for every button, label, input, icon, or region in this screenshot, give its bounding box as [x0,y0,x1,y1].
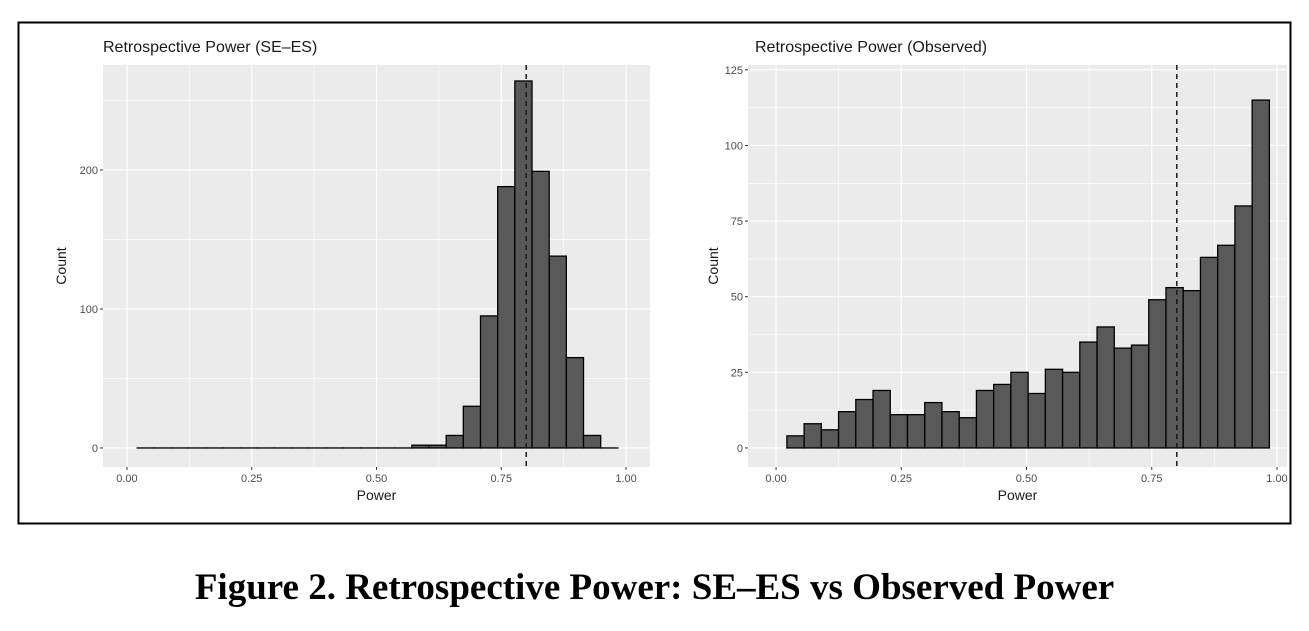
histogram-bar [1027,392,1047,449]
x-tick-label: 1.00 [615,473,636,485]
histogram-bar [1010,371,1029,449]
histogram-bar [872,389,891,449]
histogram-bar [1234,205,1253,449]
histogram-bar [445,434,464,449]
x-axis-label: Power [998,487,1038,503]
y-axis-label: Count [705,247,721,284]
y-tick-label: 200 [80,165,98,177]
histogram-bar [514,80,533,449]
histogram-bar [993,383,1012,449]
histogram-bar [941,410,960,449]
y-tick-label: 0 [737,443,743,455]
histogram-bar [548,255,568,449]
histogram-bar [1079,341,1098,449]
histogram-bar [1165,286,1184,449]
histogram-bar [786,435,805,449]
histogram-bar [1182,290,1202,449]
chart-title: Retrospective Power (Observed) [755,39,987,56]
histogram-bar [462,405,482,449]
chart-se-es: 0.00 0.25 0.50 0.75 1.00 0 100 200 Retrospective… [53,39,650,503]
histogram-bar [1217,244,1236,449]
y-tick-label: 125 [725,65,743,77]
x-tick-label: 0.50 [366,473,387,485]
x-tick-label: 0.75 [491,473,512,485]
histogram-bar [479,315,499,449]
x-tick-label: 0.50 [1016,473,1037,485]
histogram-bar [889,414,909,449]
histogram-bar [906,414,926,449]
histogram-bar [803,423,822,449]
histogram-bar [1113,347,1133,449]
y-tick-label: 100 [80,304,98,316]
histogram-bar [975,389,995,449]
histogram-bar [1044,368,1064,449]
histogram-bar [855,398,874,449]
chart-observed: 0.00 0.25 0.50 0.75 1.00 0 25 50 75 100 125 Retrosp… [705,39,1288,503]
y-axis-label: Count [53,247,69,284]
histogram-bar [1251,99,1271,449]
chart-title: Retrospective Power (SE–ES) [103,39,317,56]
y-tick-label: 100 [725,140,743,152]
y-tick-label: 50 [731,292,743,304]
histogram-bar [411,444,430,449]
figure-caption: Figure 2. Retrospective Power: SE–ES vs … [194,567,1115,608]
histogram-bar [1061,371,1081,449]
histogram-bar [958,417,978,449]
x-axis-label: Power [357,487,397,503]
histogram-bar [1148,299,1167,449]
histogram-bar [820,429,840,449]
histogram-bar [531,170,550,449]
histogram-bar [837,410,857,449]
histogram-bar [1130,344,1150,449]
histogram-bar [1096,326,1115,449]
y-tick-label: 0 [92,443,98,455]
y-tick-label: 25 [731,367,743,379]
x-tick-label: 0.00 [116,473,137,485]
histogram-bar [924,401,943,449]
x-tick-label: 0.00 [765,473,786,485]
histogram-bar [428,444,447,449]
x-tick-label: 0.75 [1141,473,1162,485]
histogram-bar [582,434,602,449]
y-tick-label: 75 [731,216,743,228]
histogram-bar [497,185,516,449]
histogram-bar [565,356,585,449]
x-tick-label: 1.00 [1266,473,1287,485]
histogram-bar [1199,256,1219,449]
x-tick-label: 0.25 [891,473,912,485]
x-tick-label: 0.25 [241,473,262,485]
